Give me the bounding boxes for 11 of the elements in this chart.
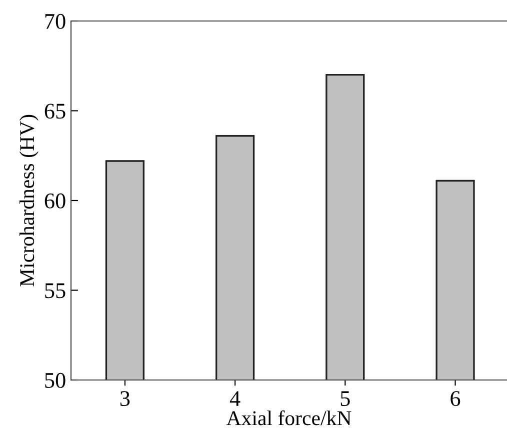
y-tick-label: 50 [45,372,66,388]
y-axis-title: Microhardness (HV) [19,114,38,286]
x-axis-title: Axial force/kN [226,410,352,426]
x-tick-label: 4 [230,391,240,406]
y-tick-label: 70 [45,14,66,29]
y-tick-label: 60 [44,193,66,208]
x-tick-label: 3 [120,391,130,406]
y-tick-label: 55 [45,283,66,298]
y-tick-label: 65 [44,104,66,119]
x-tick-label: 6 [450,391,460,406]
x-tick-label: 5 [340,391,350,406]
